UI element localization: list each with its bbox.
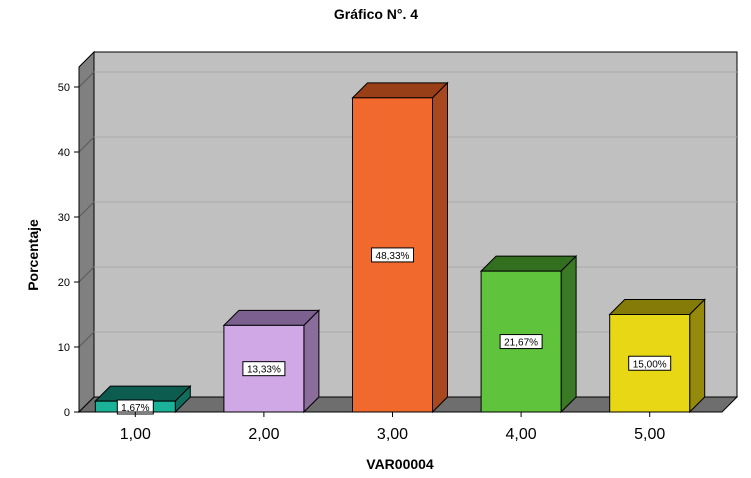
data-label: 13,33% bbox=[247, 365, 281, 376]
x-axis: 1,00 2,00 3,00 4,00 5,00 bbox=[79, 411, 722, 443]
bar-side bbox=[689, 298, 706, 414]
left-wall bbox=[78, 50, 95, 414]
x-tick-label: 1,00 bbox=[120, 426, 151, 443]
bars: 1,67% 13,33% 48,33% 21,67% 15,00% bbox=[94, 81, 706, 415]
bar-side bbox=[303, 309, 320, 414]
y-tick-label: 10 bbox=[58, 342, 70, 354]
bar-side bbox=[432, 81, 448, 414]
bar-top bbox=[608, 299, 706, 315]
data-label-box bbox=[628, 355, 672, 371]
bar: 1,67% bbox=[94, 384, 192, 415]
x-axis-label: VAR00004 bbox=[366, 456, 434, 472]
bar: 13,33% bbox=[222, 309, 321, 414]
wall-gridline bbox=[78, 201, 95, 218]
y-tick-label: 40 bbox=[58, 147, 70, 159]
x-tick-label: 3,00 bbox=[377, 426, 408, 443]
x-tick-label: 2,00 bbox=[248, 426, 279, 443]
bar-top bbox=[351, 82, 449, 99]
wall-gridline bbox=[78, 266, 95, 283]
bar-side bbox=[560, 254, 577, 414]
y-tick-label: 30 bbox=[58, 212, 70, 224]
data-label: 1,67% bbox=[121, 403, 149, 414]
data-label: 48,33% bbox=[376, 251, 410, 262]
bar-top bbox=[94, 385, 192, 402]
data-label: 15,00% bbox=[633, 359, 667, 370]
bar: 21,67% bbox=[479, 254, 578, 414]
data-label-box bbox=[499, 334, 543, 350]
wall-gridline bbox=[78, 331, 95, 348]
bar: 48,33% bbox=[351, 81, 449, 414]
bar: 15,00% bbox=[608, 298, 706, 414]
wall-gridline bbox=[78, 136, 95, 153]
data-label-box bbox=[371, 247, 414, 263]
y-tick-label: 20 bbox=[58, 277, 70, 289]
bar-top bbox=[479, 255, 578, 272]
chart-title: Gráfico N°. 4 bbox=[334, 6, 418, 22]
wall-gridline bbox=[78, 71, 95, 88]
y-axis: 0 10 20 30 40 50 bbox=[58, 67, 80, 419]
y-tick-label: 0 bbox=[64, 407, 70, 419]
x-tick-label: 4,00 bbox=[506, 426, 537, 443]
x-tick-label: 5,00 bbox=[634, 426, 665, 443]
data-label: 21,67% bbox=[504, 338, 538, 349]
y-tick-label: 50 bbox=[58, 82, 70, 94]
data-label-box bbox=[242, 361, 286, 377]
bar-top bbox=[222, 309, 321, 326]
y-axis-label: Porcentaje bbox=[25, 219, 41, 291]
